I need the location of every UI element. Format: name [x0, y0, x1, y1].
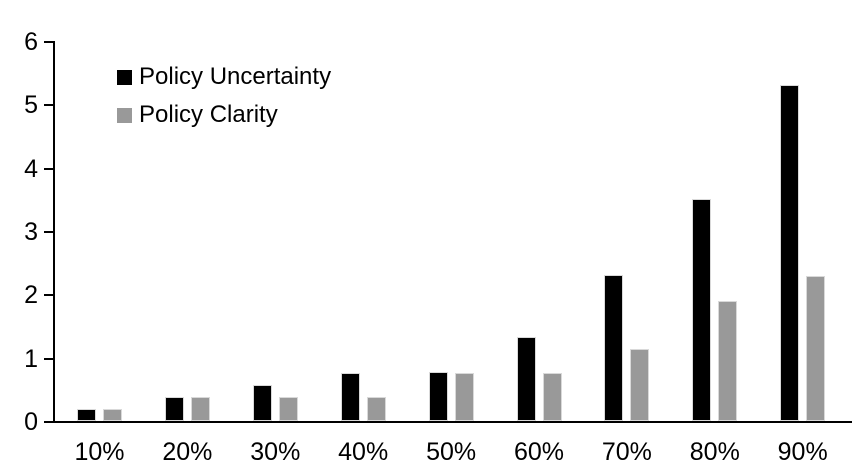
bar-policy-clarity-80% [718, 301, 738, 421]
x-category-label: 50% [426, 438, 477, 466]
x-category-label: 10% [74, 438, 125, 466]
bar-policy-uncertainty-90% [780, 85, 800, 421]
legend-label: Policy Clarity [139, 101, 278, 128]
x-category-label: 60% [513, 438, 565, 466]
y-tick [44, 104, 53, 107]
y-tick [44, 294, 53, 297]
legend-item-policy-clarity: Policy Clarity [117, 101, 331, 129]
bar-policy-uncertainty-20% [164, 397, 184, 421]
legend-swatch-gray [117, 107, 132, 123]
bar-policy-clarity-60% [542, 373, 562, 421]
bar-policy-clarity-30% [278, 397, 298, 421]
y-tick-label: 2 [24, 281, 38, 310]
bar-policy-uncertainty-10% [77, 409, 96, 421]
bar-policy-uncertainty-30% [252, 385, 272, 421]
y-tick [44, 41, 53, 43]
legend: Policy Uncertainty Policy Clarity [117, 63, 331, 139]
bar-policy-clarity-20% [190, 397, 210, 421]
bar-policy-clarity-50% [454, 373, 474, 421]
legend-item-policy-uncertainty: Policy Uncertainty [117, 63, 331, 91]
bar-policy-uncertainty-70% [604, 275, 624, 421]
bar-policy-clarity-70% [630, 349, 650, 421]
y-tick-label: 0 [24, 408, 38, 436]
y-tick-label: 1 [24, 344, 38, 373]
y-tick [44, 167, 53, 170]
bar-policy-clarity-90% [806, 276, 826, 421]
x-category-label: 70% [601, 438, 652, 466]
bar-policy-uncertainty-80% [692, 199, 712, 421]
bar-policy-uncertainty-50% [428, 372, 448, 421]
x-category-label: 20% [162, 438, 213, 466]
y-axis-line [53, 41, 55, 423]
bar-policy-clarity-10% [103, 409, 122, 421]
x-category-label: 90% [777, 438, 828, 466]
y-tick [44, 357, 53, 360]
x-category-label: 80% [689, 438, 740, 466]
legend-swatch-black [117, 69, 132, 85]
x-axis-line [53, 421, 852, 423]
y-tick-label: 6 [24, 28, 38, 56]
legend-label: Policy Uncertainty [139, 63, 332, 90]
x-category-label: 30% [250, 438, 301, 466]
bar-policy-uncertainty-60% [516, 337, 536, 421]
bar-policy-clarity-40% [366, 397, 386, 421]
y-tick-label: 3 [24, 218, 38, 246]
bar-policy-uncertainty-40% [340, 373, 360, 421]
y-tick [44, 231, 53, 233]
y-tick-label: 5 [24, 91, 38, 120]
y-tick-label: 4 [24, 154, 38, 183]
y-tick [44, 421, 53, 423]
x-category-label: 40% [338, 438, 389, 466]
